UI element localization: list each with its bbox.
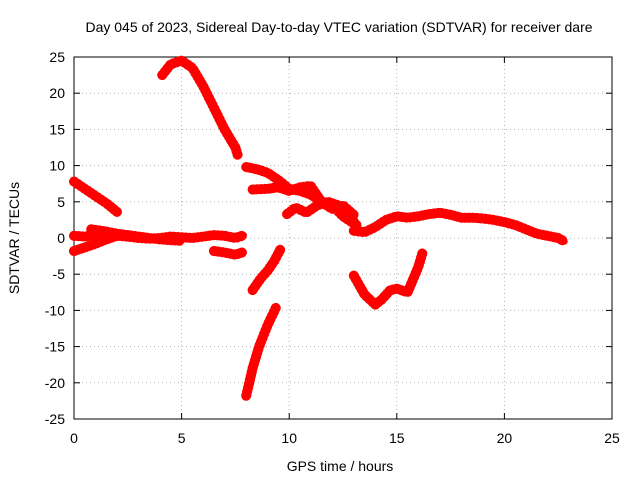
x-tick-label: 5 (178, 430, 186, 446)
y-tick-label: -25 (45, 411, 65, 427)
series-arc-12-markers (348, 207, 570, 247)
chart-title: Day 045 of 2023, Sidereal Day-to-day VTE… (85, 19, 592, 35)
x-axis-label: GPS time / hours (287, 458, 394, 474)
series-arc-6-markers (157, 55, 243, 160)
x-tick-label: 0 (70, 430, 78, 446)
series-layer (69, 55, 570, 401)
y-tick-label: 25 (49, 49, 65, 65)
y-tick-label: 15 (49, 121, 65, 137)
y-tick-label: -20 (45, 375, 65, 391)
series-arc-1-markers (69, 176, 122, 217)
y-tick-label: 20 (49, 85, 65, 101)
y-tick-label: -10 (45, 302, 65, 318)
series-arc-4-markers (86, 224, 187, 246)
y-tick-label: 10 (49, 158, 65, 174)
x-tick-label: 20 (497, 430, 513, 446)
y-tick-label: -5 (53, 266, 66, 282)
series-arc-8-markers (247, 243, 286, 296)
x-tick-label: 15 (389, 430, 405, 446)
y-axis-label: SDTVAR / TECUs (6, 182, 22, 294)
y-tick-label: -15 (45, 339, 65, 355)
y-tick-label: 5 (57, 194, 65, 210)
series-arc-11-markers (282, 196, 364, 233)
x-tick-label: 25 (604, 430, 620, 446)
series-arc-5-markers (208, 246, 247, 260)
y-tick-label: 0 (57, 230, 65, 246)
x-tick-labels: 0 5 10 15 20 25 (70, 430, 620, 446)
y-tick-labels: -25 -20 -15 -10 -5 0 5 10 15 20 25 (45, 49, 65, 427)
x-tick-label: 10 (281, 430, 297, 446)
series-arc-7-markers (241, 301, 282, 401)
series-arc-13-markers (348, 247, 428, 310)
